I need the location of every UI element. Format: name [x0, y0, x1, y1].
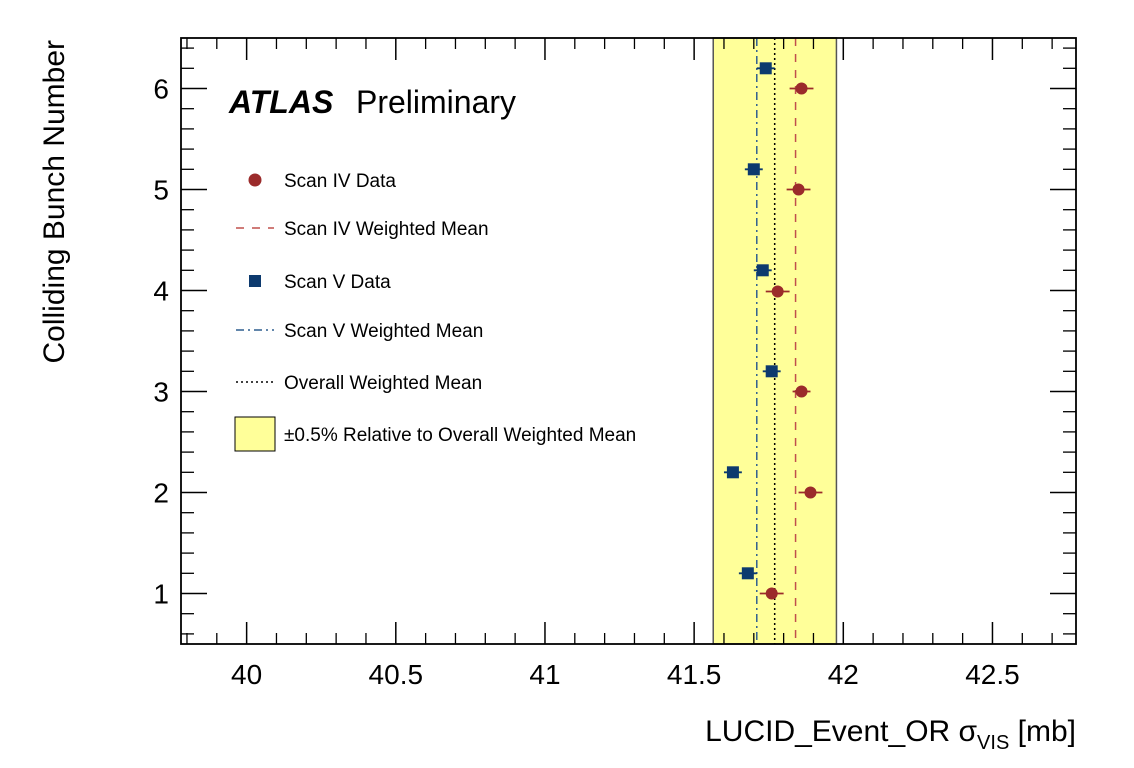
experiment-label: ATLAS — [228, 84, 334, 120]
legend-marker-square — [249, 275, 261, 287]
y-tick-label: 5 — [153, 175, 169, 206]
plot-frame — [180, 37, 1077, 645]
legend-marker-box — [234, 416, 276, 452]
y-tick-label: 1 — [153, 579, 169, 610]
legend-label: Scan V Data — [284, 272, 391, 293]
x-tick-label: 40 — [231, 659, 262, 690]
y-tick-label: 4 — [153, 276, 169, 307]
data-point-square-3 — [765, 365, 778, 378]
legend-label: ±0.5% Relative to Overall Weighted Mean — [284, 425, 636, 446]
y-axis-title: Colliding Bunch Number — [38, 40, 71, 364]
legend-marker-circle — [248, 173, 262, 187]
legend-label: Scan IV Weighted Mean — [284, 219, 489, 240]
data-point-circle-4 — [771, 285, 784, 298]
legend-layer: Scan IV Data Scan IV Weighted Mean Scan V … — [234, 171, 636, 452]
data-point-circle-1 — [765, 587, 778, 600]
x-tick-label: 41.5 — [667, 659, 722, 690]
labels-layer: 40 40.5 41 41.5 42 42.5 1 2 3 4 5 6 — [153, 74, 1019, 691]
x-tick-label: 42.5 — [965, 659, 1020, 690]
x-axis-title-space — [1009, 715, 1017, 748]
data-point-square-4 — [756, 264, 769, 277]
points-layer — [723, 62, 823, 600]
data-point-square-1 — [741, 567, 754, 580]
data-point-square-6 — [759, 62, 772, 75]
y-tick-label: 6 — [153, 74, 169, 105]
reference-lines-layer — [756, 38, 797, 644]
x-axis-title-main: LUCID_Event_OR σ — [705, 715, 977, 748]
data-point-circle-5 — [792, 183, 805, 196]
x-tick-label: 40.5 — [369, 659, 424, 690]
x-tick-label: 42 — [828, 659, 859, 690]
legend-label: Scan V Weighted Mean — [284, 321, 483, 342]
data-point-circle-6 — [795, 82, 808, 95]
x-axis-title: LUCID_Event_OR σVIS [mb] — [705, 715, 1076, 754]
data-point-square-2 — [726, 466, 739, 479]
ticks-layer — [181, 38, 1076, 644]
y-tick-label: 3 — [153, 377, 169, 408]
x-axis-title-unit: [mb] — [1018, 715, 1076, 748]
legend-label: Scan IV Data — [284, 171, 396, 192]
data-point-circle-3 — [795, 385, 808, 398]
frame-layer — [180, 37, 1077, 645]
legend-label: Overall Weighted Mean — [284, 373, 482, 394]
y-tick-label: 2 — [153, 478, 169, 509]
x-axis-title-subscript: VIS — [977, 732, 1009, 754]
status-label: Preliminary — [356, 84, 516, 120]
data-point-circle-2 — [804, 486, 817, 499]
x-tick-label: 41 — [529, 659, 560, 690]
data-point-square-5 — [747, 163, 760, 176]
